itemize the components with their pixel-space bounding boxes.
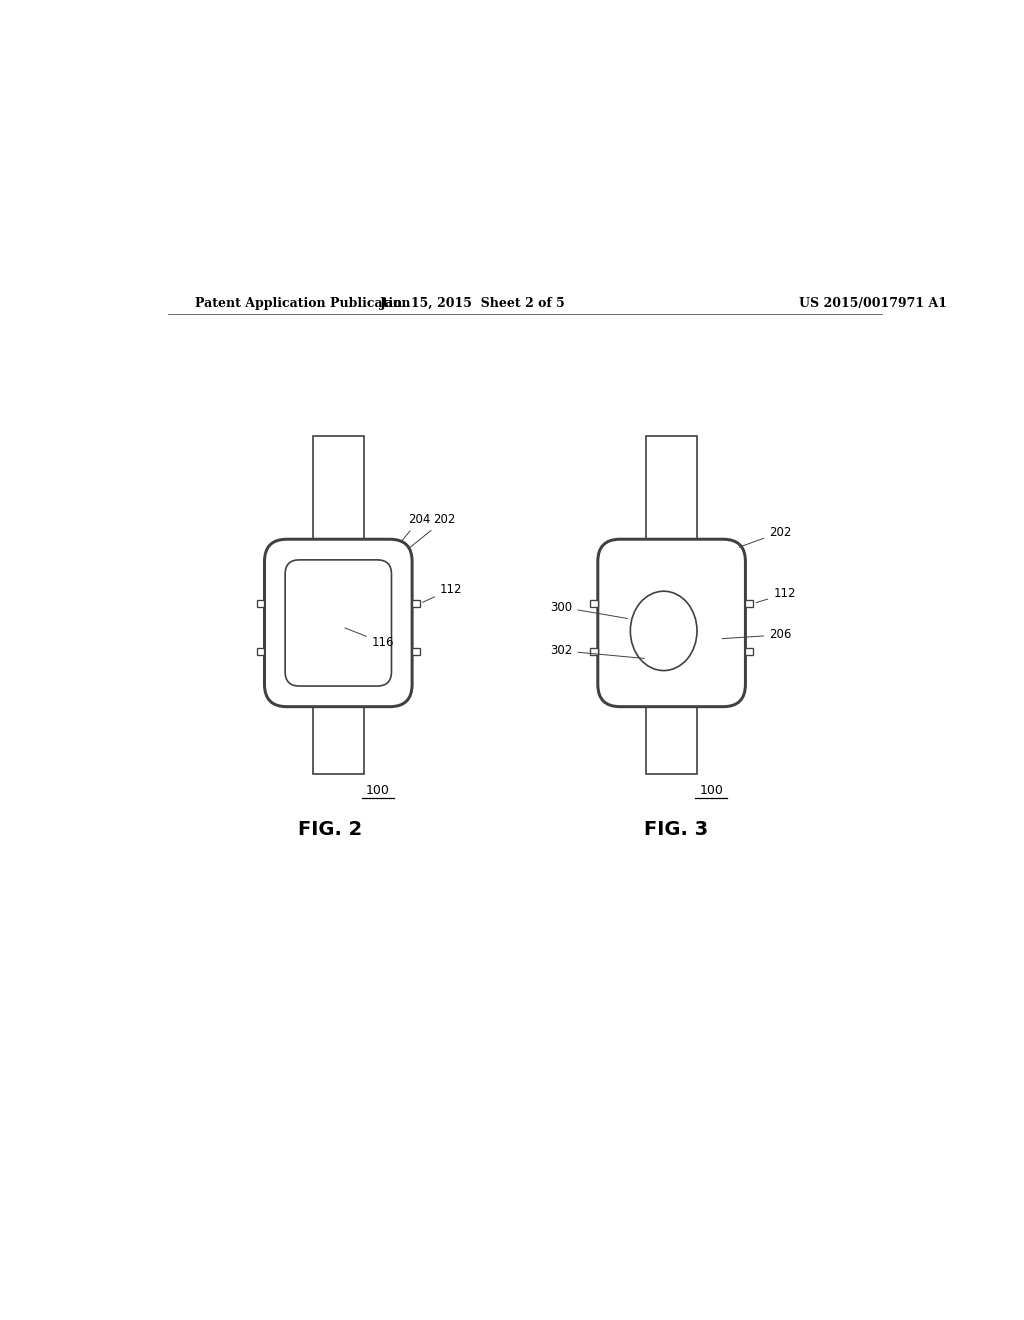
- Ellipse shape: [631, 591, 697, 671]
- Text: US 2015/0017971 A1: US 2015/0017971 A1: [799, 297, 946, 310]
- Bar: [312, 706, 365, 774]
- Bar: [745, 648, 754, 655]
- Text: 204: 204: [401, 513, 430, 543]
- FancyBboxPatch shape: [598, 540, 745, 706]
- Text: 302: 302: [550, 644, 644, 659]
- Bar: [312, 436, 365, 540]
- Bar: [412, 599, 420, 607]
- Bar: [745, 599, 754, 607]
- Bar: [257, 599, 264, 607]
- Text: Patent Application Publication: Patent Application Publication: [196, 297, 411, 310]
- Bar: [590, 599, 598, 607]
- Text: 202: 202: [410, 513, 456, 548]
- Bar: [646, 706, 697, 774]
- Bar: [590, 648, 598, 655]
- FancyBboxPatch shape: [285, 560, 391, 686]
- Text: 112: 112: [423, 582, 463, 602]
- Bar: [646, 436, 697, 540]
- Bar: [412, 648, 420, 655]
- Bar: [257, 648, 264, 655]
- Text: 202: 202: [739, 525, 792, 548]
- Text: 116: 116: [345, 628, 394, 649]
- Text: Jan. 15, 2015  Sheet 2 of 5: Jan. 15, 2015 Sheet 2 of 5: [380, 297, 566, 310]
- Text: 206: 206: [722, 628, 792, 642]
- Text: 100: 100: [699, 784, 723, 796]
- Text: 100: 100: [366, 784, 390, 796]
- Text: 112: 112: [756, 587, 796, 603]
- FancyBboxPatch shape: [264, 540, 412, 706]
- Text: 300: 300: [550, 601, 628, 619]
- Text: FIG. 2: FIG. 2: [298, 820, 362, 838]
- Text: FIG. 3: FIG. 3: [643, 820, 708, 838]
